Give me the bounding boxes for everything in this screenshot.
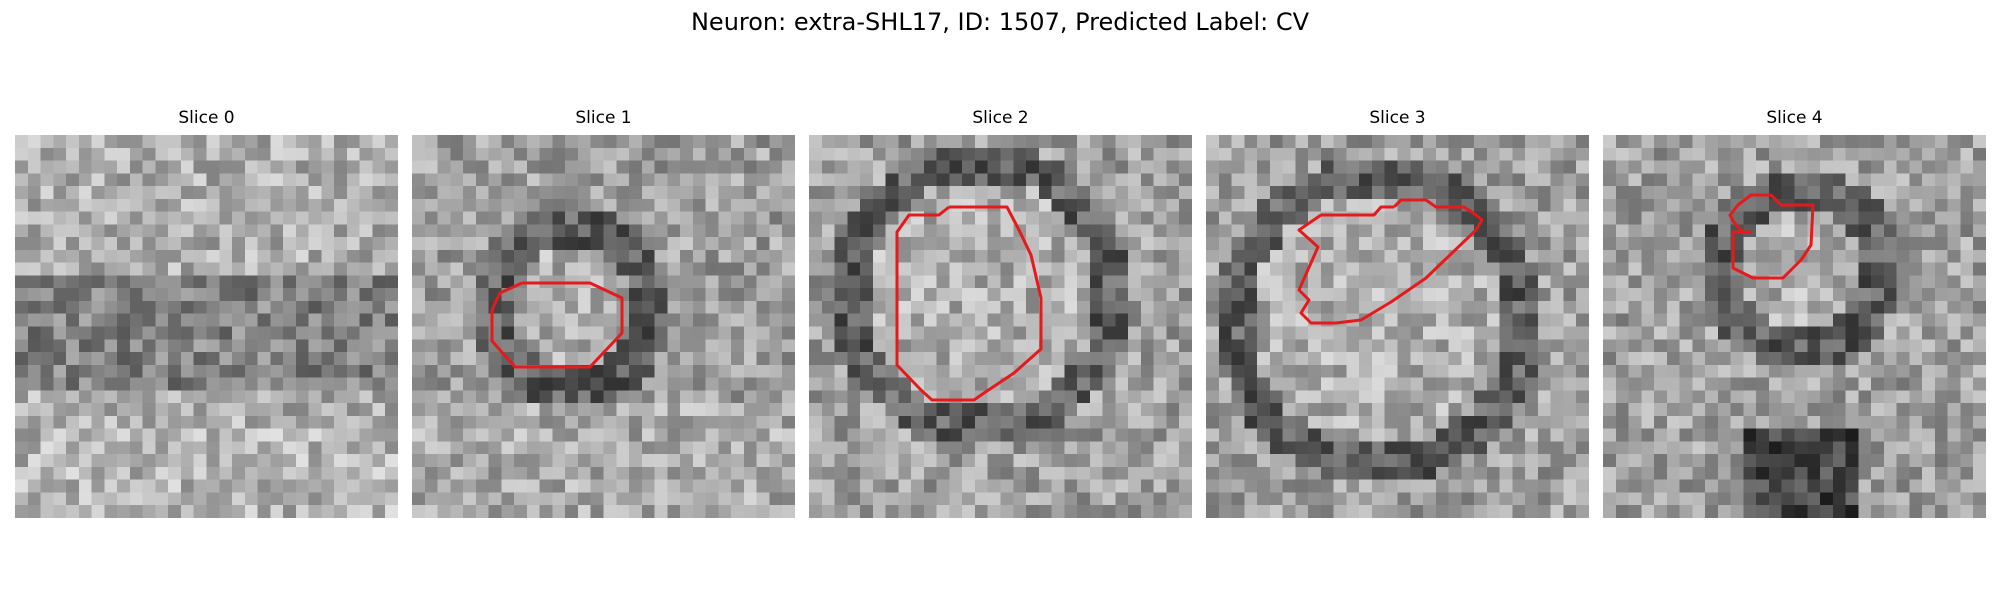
slice-title: Slice 0 xyxy=(178,108,235,128)
slice-panel-1: Slice 1 xyxy=(412,108,795,518)
slice-title: Slice 3 xyxy=(1369,108,1426,128)
slice-image xyxy=(1603,135,1986,518)
slice-panel-3: Slice 3 xyxy=(1206,108,1589,518)
slice-image xyxy=(15,135,398,518)
slice-image xyxy=(1206,135,1589,518)
segmentation-contour xyxy=(490,281,624,369)
segmentation-contour xyxy=(895,205,1043,402)
slice-title: Slice 2 xyxy=(972,108,1029,128)
slice-panel-0: Slice 0 xyxy=(15,108,398,518)
slice-image xyxy=(809,135,1192,518)
slice-title: Slice 1 xyxy=(575,108,632,128)
slice-panel-4: Slice 4 xyxy=(1603,108,1986,518)
segmentation-contour xyxy=(1297,198,1484,325)
slice-panel-2: Slice 2 xyxy=(809,108,1192,518)
segmentation-contour xyxy=(1728,193,1815,280)
slice-title: Slice 4 xyxy=(1766,108,1823,128)
slice-image xyxy=(412,135,795,518)
figure-title: Neuron: extra-SHL17, ID: 1507, Predicted… xyxy=(690,8,1310,36)
